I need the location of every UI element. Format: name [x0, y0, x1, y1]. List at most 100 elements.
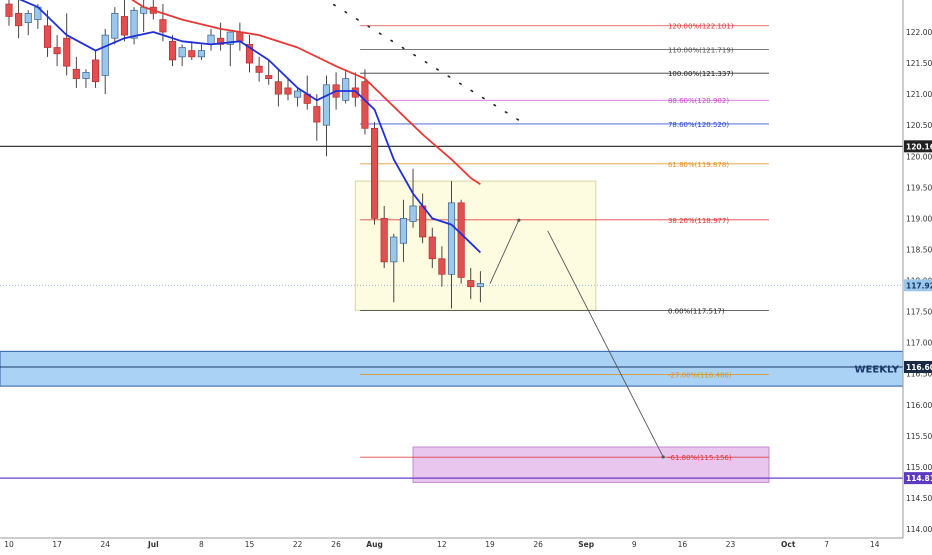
candle-body: [24, 13, 32, 24]
candle[interactable]: [457, 199, 465, 284]
candle[interactable]: [476, 271, 484, 303]
candle[interactable]: [284, 78, 292, 101]
fib-level: -27.00%(116.486): [360, 372, 769, 380]
candle-body: [245, 44, 254, 64]
price-tag-background: [904, 360, 932, 373]
time-axis-background: [0, 538, 903, 550]
candle-body: [255, 65, 263, 73]
projection-point: [517, 218, 521, 222]
candle-body: [82, 72, 90, 79]
candle[interactable]: [63, 13, 71, 76]
candle[interactable]: [265, 59, 273, 85]
candle[interactable]: [467, 268, 475, 300]
fib-level: 78.60%(120.520): [360, 121, 769, 129]
fib-level: 88.60%(120.902): [360, 97, 769, 105]
candle[interactable]: [101, 28, 109, 95]
candle[interactable]: [380, 205, 388, 269]
candle-body: [428, 236, 436, 260]
fib-label: 110.00%(121.719): [668, 46, 734, 54]
candle[interactable]: [447, 181, 456, 309]
candle[interactable]: [92, 50, 100, 88]
candle[interactable]: [130, 7, 138, 45]
candle[interactable]: [255, 56, 263, 82]
candle[interactable]: [438, 246, 446, 287]
candle-body: [313, 106, 321, 123]
x-tick-label: 8: [199, 540, 204, 549]
y-tick-label: 119.50: [906, 183, 932, 192]
candle-body: [217, 37, 225, 45]
y-tick-label: 117.00: [906, 339, 932, 348]
y-tick-label: 118.50: [906, 245, 932, 254]
x-tick-label: 19: [485, 540, 495, 549]
candle-body: [72, 68, 80, 79]
moving-average-blue: [19, 0, 482, 254]
candle[interactable]: [53, 35, 61, 67]
price-tag-background: [904, 140, 932, 153]
candle[interactable]: [409, 168, 417, 228]
target-box: [412, 446, 770, 483]
y-tick-label: 116.50: [906, 370, 932, 379]
candle[interactable]: [111, 7, 119, 45]
candle[interactable]: [390, 233, 398, 303]
candle-body: [188, 50, 196, 58]
price-tag-background: [904, 472, 932, 485]
y-tick-label: 115.00: [906, 463, 932, 472]
x-tick-label: 26: [533, 540, 543, 549]
x-tick-label: 9: [632, 540, 637, 549]
candle[interactable]: [399, 199, 407, 262]
candle[interactable]: [15, 0, 23, 39]
candle[interactable]: [361, 69, 369, 135]
candles: [5, 0, 484, 309]
candle-body: [159, 19, 167, 33]
candle[interactable]: [313, 94, 321, 141]
candle-body: [236, 31, 244, 42]
candle[interactable]: [294, 87, 302, 107]
candle[interactable]: [5, 0, 13, 26]
dotted-trendline: [324, 0, 520, 122]
price-axis[interactable]: 122.00 121.50 121.00 120.50 120.00 119.50 119.…: [902, 0, 932, 550]
y-tick-label: 116.00: [906, 401, 932, 410]
candle[interactable]: [24, 10, 32, 36]
candle[interactable]: [43, 10, 52, 57]
candle[interactable]: [428, 227, 436, 269]
x-tick-label: 26: [331, 540, 341, 549]
projection-up-segment: [489, 220, 520, 284]
candle[interactable]: [371, 122, 379, 225]
candle[interactable]: [82, 69, 90, 88]
candle[interactable]: [226, 31, 234, 67]
time-axis[interactable]: 10 17 24 Jul 8 15 22 26 Aug 12 19 26 Sep 9 16 23 Oct 7 14: [0, 537, 903, 550]
candle[interactable]: [178, 44, 186, 67]
x-tick-label: 16: [678, 540, 688, 549]
candle[interactable]: [188, 41, 196, 60]
x-tick-label: 23: [726, 540, 736, 549]
candle[interactable]: [168, 35, 177, 67]
candle[interactable]: [197, 44, 205, 60]
candle[interactable]: [217, 22, 225, 51]
candle-body: [284, 87, 292, 95]
fib-label: 38.20%(118.977): [668, 217, 729, 225]
candle-body: [274, 81, 282, 95]
candle[interactable]: [342, 69, 350, 104]
candle[interactable]: [120, 0, 128, 42]
x-tick-label: 24: [100, 540, 110, 549]
price-tag-label: 114.819: [906, 474, 932, 483]
fib-label: 78.60%(120.520): [668, 121, 729, 129]
projection-point: [661, 455, 665, 459]
candle[interactable]: [274, 69, 282, 107]
x-tick-label: 7: [824, 540, 829, 549]
price-tag-label: 117.923: [906, 281, 932, 290]
candle-body: [351, 87, 359, 98]
candle-body: [178, 47, 186, 58]
candle[interactable]: [72, 56, 80, 88]
candle-body: [43, 25, 52, 48]
price-tag-background: [904, 279, 932, 292]
price-axis-background: [903, 0, 932, 550]
candle-body: [419, 205, 427, 238]
y-tick-label: 120.50: [906, 121, 932, 130]
candle-body: [438, 258, 446, 275]
candle[interactable]: [322, 75, 331, 157]
candle[interactable]: [245, 35, 254, 73]
candle[interactable]: [351, 72, 359, 107]
